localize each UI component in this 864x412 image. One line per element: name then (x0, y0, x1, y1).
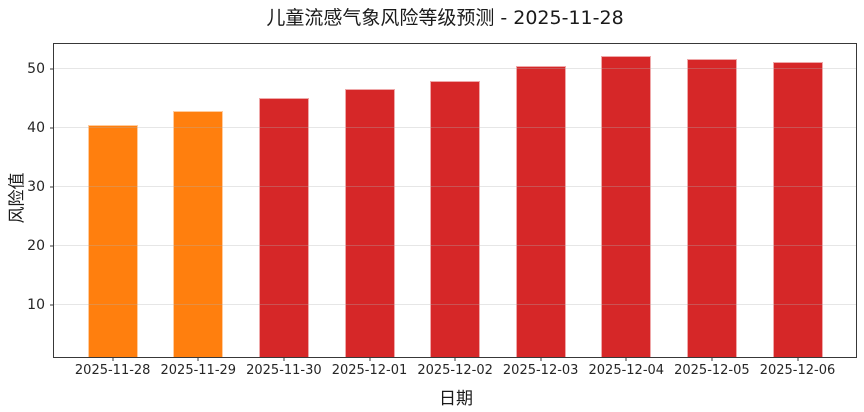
x-tick-label: 2025-12-06 (759, 363, 836, 378)
x-tick-label: 2025-11-30 (246, 363, 322, 378)
bar (601, 56, 652, 357)
y-tick-mark (50, 245, 54, 247)
bar (258, 98, 309, 357)
x-tick-mark (540, 357, 542, 361)
bar (344, 89, 395, 357)
x-tick-label: 2025-11-28 (74, 363, 151, 378)
x-tick-label: 2025-12-02 (417, 363, 493, 378)
y-tick-mark (50, 186, 54, 188)
gridline (54, 244, 856, 246)
bar (173, 110, 224, 357)
x-tick-label: 2025-12-03 (502, 363, 579, 378)
bar (515, 66, 566, 357)
x-tick-mark (711, 357, 713, 361)
y-tick-mark (50, 68, 54, 70)
x-tick-label: 2025-12-04 (588, 363, 665, 378)
y-tick-mark (50, 127, 54, 129)
bar (430, 80, 481, 357)
x-tick-label: 2025-12-05 (674, 363, 750, 378)
x-tick-label: 2025-12-01 (331, 363, 408, 378)
y-tick-label: 20 (27, 237, 45, 254)
x-tick-mark (369, 357, 370, 361)
gridline (54, 126, 856, 128)
x-tick-mark (454, 357, 456, 361)
y-tick-label: 30 (27, 178, 45, 195)
gridline (54, 185, 856, 187)
gridline (54, 304, 856, 306)
y-tick-label: 50 (27, 60, 45, 77)
x-tick-mark (625, 357, 627, 361)
bar (87, 124, 138, 357)
x-axis-label: 日期 (439, 389, 473, 409)
y-axis-label: 风险值 (7, 172, 28, 224)
gridline (54, 67, 856, 69)
y-tick-label: 10 (27, 297, 45, 314)
x-tick-mark (797, 357, 798, 361)
bar (686, 58, 737, 357)
x-tick-mark (283, 357, 285, 361)
x-tick-mark (112, 357, 114, 361)
plot-area: 10 20 30 40 50 2025-11-28 2025-11-29 2025-11-30… (27, 43, 857, 377)
x-tick-label: 2025-11-29 (160, 363, 237, 378)
y-tick-mark (50, 304, 54, 306)
x-tick-mark (197, 357, 199, 361)
y-tick-label: 40 (27, 119, 45, 136)
bar (772, 61, 823, 357)
chart-title: 儿童流感气象风险等级预测 - 2025-11-28 (266, 7, 624, 29)
